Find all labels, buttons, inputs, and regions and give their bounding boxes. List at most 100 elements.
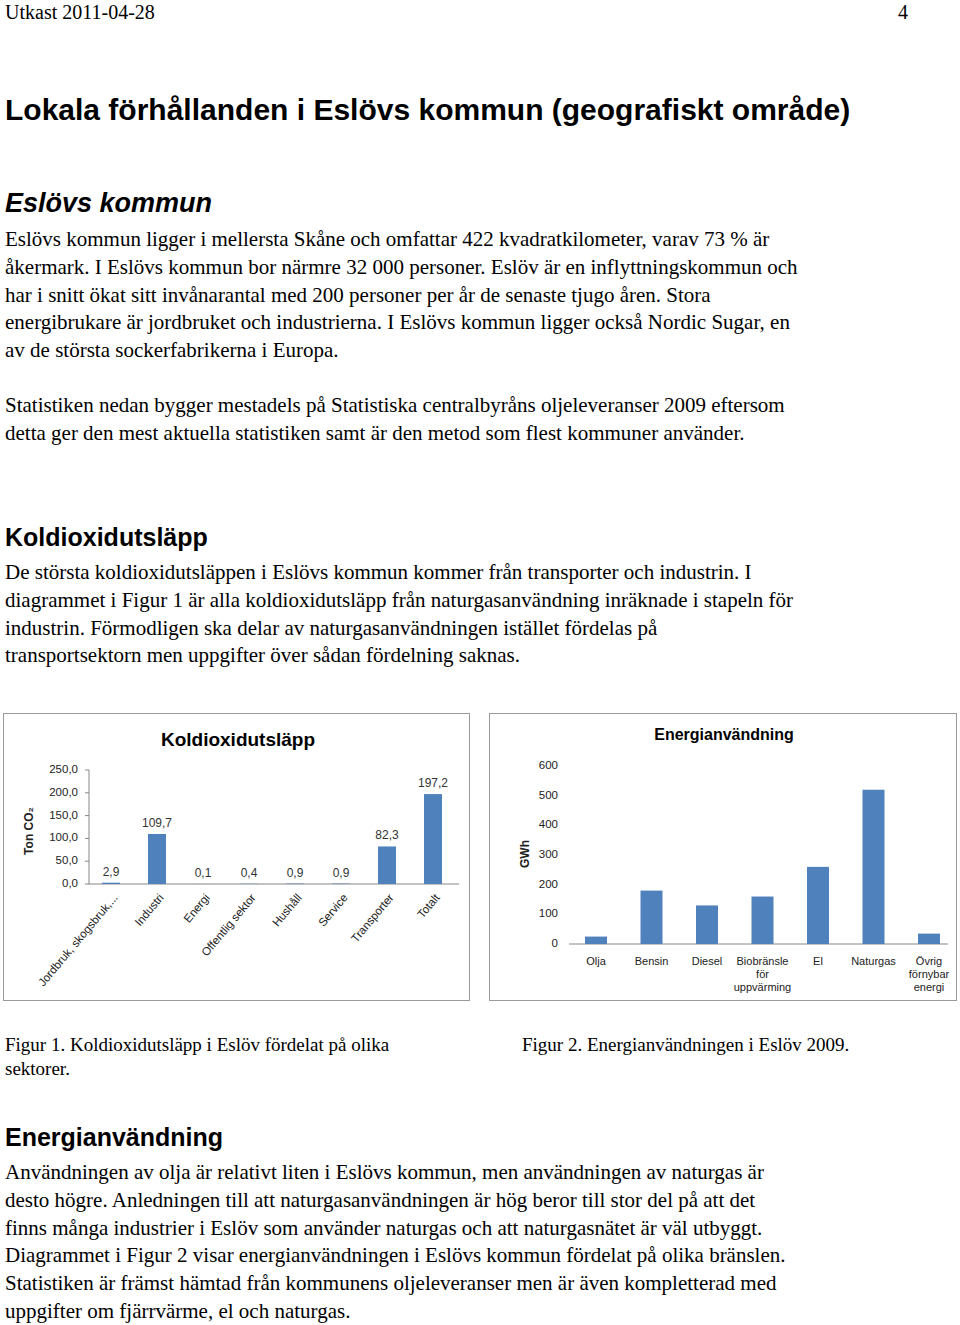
page-number: 4 <box>898 0 908 24</box>
tick-label: 600 <box>539 759 558 771</box>
category-label-line: Diesel <box>692 955 723 967</box>
paragraph-line: av de största sockerfabrikerna i Europa. <box>5 336 339 364</box>
category-label: Bensin <box>635 955 669 967</box>
category-label-line: Bensin <box>635 955 669 967</box>
paragraph-line: industrin. Förmodligen ska delar av natu… <box>5 614 657 642</box>
category-label-line: för <box>756 968 769 980</box>
tick-mark <box>85 861 89 862</box>
category-label: El <box>813 955 823 967</box>
category-label-line: Olja <box>586 955 606 967</box>
bar <box>286 883 304 884</box>
chart-svg: EnergianvändningGWh0100200300400500600Ol… <box>490 714 956 1000</box>
tick-label: 0,0 <box>62 877 78 889</box>
tick-label: 500 <box>539 789 558 801</box>
data-label: 0,1 <box>195 866 212 880</box>
data-label: 2,9 <box>103 865 120 879</box>
page: Utkast 2011-04-28 4 Lokala förhållanden i … <box>0 0 960 1325</box>
data-label: 82,3 <box>375 828 399 842</box>
tick-mark <box>85 884 89 885</box>
bar <box>696 905 718 944</box>
category-label-line: Naturgas <box>851 955 896 967</box>
chart-svg: Koldioxidutsläpp Ton CO₂ 0,0 50,0 100,0 150,0… <box>4 714 469 1000</box>
paragraph-line: detta ger den mest aktuella statistiken … <box>5 419 744 447</box>
paragraph-line: har i snitt ökat sitt invånarantal med 2… <box>5 281 711 309</box>
tick-mark <box>85 815 89 816</box>
y-axis-line <box>89 770 90 884</box>
category-label: Olja <box>586 955 606 967</box>
category-label: Diesel <box>692 955 723 967</box>
tick-label: 400 <box>539 818 558 830</box>
category-label-line: Övrig <box>916 955 942 967</box>
section-heading: Eslövs kommun <box>5 186 212 220</box>
chart-title: Koldioxidutsläpp <box>161 729 315 750</box>
category-label: Övrigförnybarenergi <box>909 955 950 993</box>
tick-mark <box>85 770 89 771</box>
tick-mark <box>85 838 89 839</box>
y-axis-label: Ton CO₂ <box>22 807 36 855</box>
chart-title: Energianvändning <box>654 726 794 743</box>
paragraph-line: diagrammet i Figur 1 är alla koldioxidut… <box>5 586 793 614</box>
section-heading: Energianvändning <box>5 1120 223 1154</box>
category-label: Offentlig sektor <box>199 891 258 958</box>
paragraph-line: Eslövs kommun ligger i mellersta Skåne o… <box>5 225 769 253</box>
bars <box>102 794 442 884</box>
data-label: 0,9 <box>287 866 304 880</box>
category-label: Biobränsleföruppvärming <box>734 955 791 993</box>
category-label: Totalt <box>415 891 442 920</box>
category-label-line: förnybar <box>909 968 950 980</box>
category-label: Energi <box>181 892 212 925</box>
bar <box>240 883 258 884</box>
bar <box>148 834 166 884</box>
tick-label: 100,0 <box>49 831 78 843</box>
bar <box>585 937 607 944</box>
tick-label: 0 <box>552 937 558 949</box>
figure-caption: Figur 2. Energianvändningen i Eslöv 2009… <box>522 1032 849 1058</box>
tick-label: 200 <box>539 878 558 890</box>
paragraph-line: energibrukare är jordbruket och industri… <box>5 308 790 336</box>
bars <box>585 790 940 944</box>
tick-label: 150,0 <box>49 809 78 821</box>
category-label-line: energi <box>914 981 945 993</box>
tick-mark <box>85 792 89 793</box>
category-label: Service <box>316 892 350 929</box>
y-axis-label: GWh <box>518 840 532 868</box>
bar <box>807 867 829 944</box>
category-label: Industri <box>132 892 165 929</box>
data-label: 0,9 <box>333 866 350 880</box>
data-label: 109,7 <box>142 816 172 830</box>
paragraph-line: finns många industrier i Eslöv som använ… <box>5 1214 762 1242</box>
paragraph-line: De största koldioxidutsläppen i Eslövs k… <box>5 558 752 586</box>
category-label: Hushåll <box>270 892 304 929</box>
paragraph-line: Statistiken nedan bygger mestadels på St… <box>5 391 785 419</box>
paragraph-line: uppgifter om fjärrvärme, el och naturgas… <box>5 1297 350 1325</box>
paragraph-line: åkermark. I Eslövs kommun bor närmre 32 … <box>5 253 798 281</box>
data-label: 197,2 <box>418 776 448 790</box>
bar <box>102 883 120 884</box>
category-label-line: Biobränsle <box>737 955 789 967</box>
paragraph-line: Användningen av olja är relativt liten i… <box>5 1158 764 1186</box>
bar <box>918 934 940 944</box>
data-label: 0,4 <box>241 866 258 880</box>
paragraph-line: desto högre. Anledningen till att naturg… <box>5 1186 755 1214</box>
tick-label: 50,0 <box>56 854 78 866</box>
paragraph-line: transportsektorn men uppgifter över såda… <box>5 641 520 669</box>
bar <box>378 846 396 884</box>
chart-box: Koldioxidutsläpp Ton CO₂ 0,0 50,0 100,0 150,0… <box>3 713 470 1001</box>
paragraph-line: Diagrammet i Figur 2 visar energianvändn… <box>5 1241 786 1269</box>
category-label-line: El <box>813 955 823 967</box>
figure-caption: Figur 1. Koldioxidutsläpp i Eslöv fördel… <box>5 1032 389 1058</box>
tick-label: 100 <box>539 907 558 919</box>
draft-label: Utkast 2011-04-28 <box>5 0 155 24</box>
page-title: Lokala förhållanden i Eslövs kommun (geo… <box>5 92 850 128</box>
category-label-line: uppvärming <box>734 981 791 993</box>
category-label: Naturgas <box>851 955 896 967</box>
bar <box>863 790 885 944</box>
figure-caption: sektorer. <box>5 1056 70 1082</box>
category-label: Transporter <box>349 891 396 944</box>
chart-box: EnergianvändningGWh0100200300400500600Ol… <box>489 713 957 1001</box>
bar <box>641 891 663 944</box>
bar <box>752 897 774 944</box>
tick-label: 250,0 <box>49 763 78 775</box>
bar <box>332 883 350 884</box>
tick-label: 200,0 <box>49 786 78 798</box>
